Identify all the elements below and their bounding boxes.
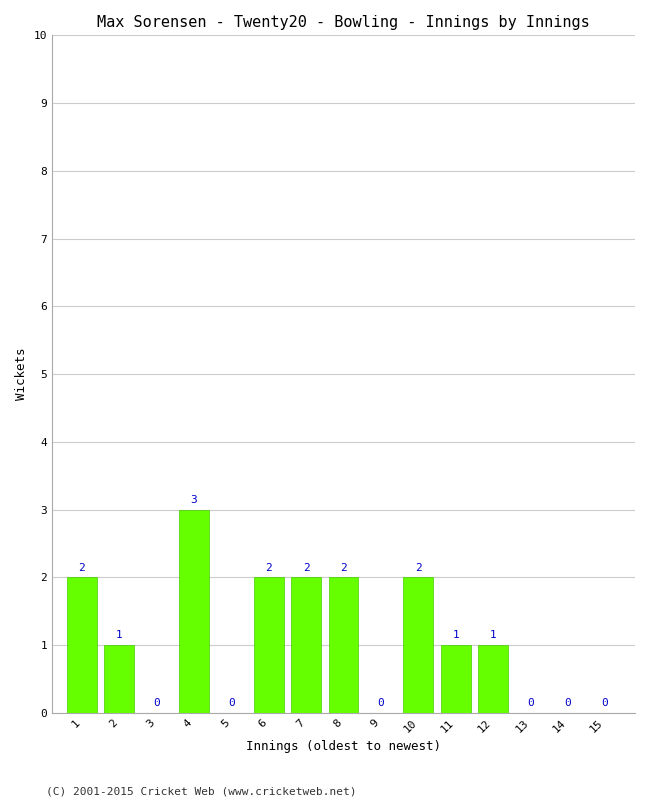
Text: 1: 1 xyxy=(452,630,459,641)
Bar xyxy=(179,510,209,713)
Title: Max Sorensen - Twenty20 - Bowling - Innings by Innings: Max Sorensen - Twenty20 - Bowling - Inni… xyxy=(97,15,590,30)
Y-axis label: Wickets: Wickets xyxy=(15,348,28,400)
Text: 0: 0 xyxy=(527,698,534,708)
X-axis label: Innings (oldest to newest): Innings (oldest to newest) xyxy=(246,740,441,753)
Text: 0: 0 xyxy=(564,698,571,708)
Text: 2: 2 xyxy=(303,562,309,573)
Bar xyxy=(291,578,321,713)
Text: 2: 2 xyxy=(415,562,422,573)
Text: 2: 2 xyxy=(265,562,272,573)
Bar xyxy=(328,578,358,713)
Text: 2: 2 xyxy=(340,562,347,573)
Text: 1: 1 xyxy=(489,630,497,641)
Text: 0: 0 xyxy=(228,698,235,708)
Text: 0: 0 xyxy=(378,698,384,708)
Text: 2: 2 xyxy=(79,562,85,573)
Bar xyxy=(104,646,134,713)
Text: 1: 1 xyxy=(116,630,123,641)
Text: 0: 0 xyxy=(602,698,608,708)
Text: 0: 0 xyxy=(153,698,160,708)
Bar xyxy=(441,646,471,713)
Bar xyxy=(254,578,283,713)
Text: (C) 2001-2015 Cricket Web (www.cricketweb.net): (C) 2001-2015 Cricket Web (www.cricketwe… xyxy=(46,786,356,796)
Bar xyxy=(67,578,97,713)
Text: 3: 3 xyxy=(190,495,198,505)
Bar xyxy=(478,646,508,713)
Bar xyxy=(403,578,433,713)
